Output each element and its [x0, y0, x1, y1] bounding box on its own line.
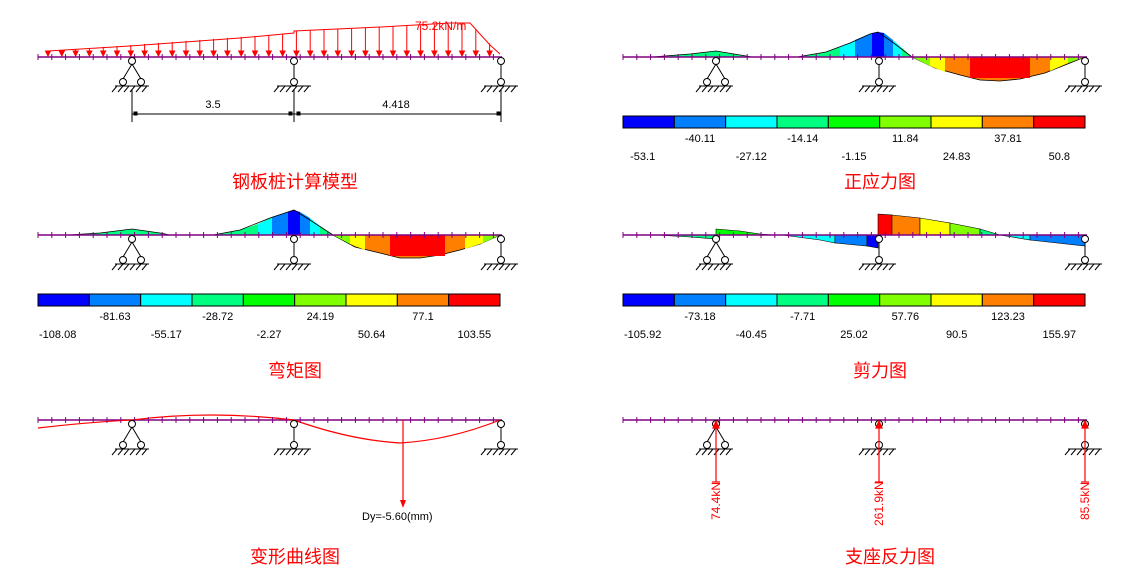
legend-lower-label: -27.12 [736, 151, 767, 163]
span-2-label: 4.418 [382, 99, 410, 111]
legend-lower-label: 90.5 [946, 329, 967, 341]
legend-lower-label: -2.27 [256, 329, 281, 341]
reaction-1-label: 74.4kN [709, 482, 723, 520]
legend-lower-label: -105.92 [624, 329, 661, 341]
legend-upper-label: -40.11 [685, 133, 715, 145]
supports [37, 232, 518, 271]
legend-swatch [1033, 115, 1086, 129]
color-legend: -40.11 -14.14 11.84 37.81 -53.1 -27.12 -1.15 24… [622, 115, 1086, 163]
pin-support-icon [111, 420, 149, 456]
span-1-label: 3.5 [205, 99, 220, 111]
roller-support-icon [480, 420, 518, 456]
roller-support-icon [1064, 57, 1102, 93]
pin-support-icon [695, 57, 733, 93]
roller-support-icon [858, 235, 896, 271]
legend-upper-label: 11.84 [892, 133, 919, 145]
legend-lower-label: -1.15 [841, 151, 866, 163]
legend-upper-label: 24.19 [307, 311, 335, 323]
legend-lower-label: -40.45 [736, 329, 767, 341]
moment-title: 弯矩图 [268, 361, 322, 382]
legend-upper-label: -28.72 [202, 311, 233, 323]
reaction-2-label: 261.9kN [872, 481, 886, 526]
supports [37, 54, 518, 93]
shear-title: 剪力图 [853, 361, 907, 382]
legend-upper-label: -73.18 [684, 311, 715, 323]
legend-lower-label: -53.1 [630, 151, 655, 163]
normal-stress-diagram: -40.11 -14.14 11.84 37.81 -53.1 -27.12 -1.15 24… [622, 31, 1102, 163]
pin-support-icon [111, 57, 149, 93]
dimension-lines [131, 90, 502, 122]
normal-stress-panel: -40.11 -14.14 11.84 37.81 -53.1 -27.12 -1.15 24… [0, 0, 1129, 200]
reactions-title: 支座反力图 [845, 547, 935, 568]
legend-lower-label: 50.8 [1049, 151, 1070, 163]
moment-panel: -81.63 -28.72 24.19 77.1 -108.08 -55.17 -2.27 5… [37, 209, 518, 382]
reaction-3-label: 85.5kN [1078, 482, 1092, 520]
legend-swatch [448, 293, 501, 307]
color-legend: -81.63 -28.72 24.19 77.1 -108.08 -55.17 -2.27 5… [37, 293, 501, 341]
legend-upper-label: 37.81 [994, 133, 1022, 145]
roller-support-icon [858, 57, 896, 93]
legend-lower-label: -108.08 [39, 329, 76, 341]
reaction-arrows [712, 419, 1089, 483]
roller-support-icon [273, 420, 311, 456]
legend-upper-label: -81.63 [99, 311, 130, 323]
model-panel: 3.5 4.418 75.2kN/m 钢板桩计算模型 [0, 0, 560, 200]
supports [622, 232, 1102, 271]
legend-upper-label: 57.76 [892, 311, 920, 323]
legend-lower-label: 25.02 [840, 329, 868, 341]
legend-lower-label: 50.64 [358, 329, 386, 341]
pin-support-icon [111, 235, 149, 271]
legend-lower-label: 24.83 [943, 151, 971, 163]
load-label: 75.2kN/m [415, 19, 466, 33]
load-arrows [44, 23, 493, 58]
model-diagram: 3.5 4.418 75.2kN/m [37, 19, 518, 122]
legend-upper-label: -7.71 [790, 311, 815, 323]
color-legend: -73.18 -7.71 57.76 123.23 -105.92 -40.45 25.02… [622, 293, 1086, 341]
moment-diagram: -81.63 -28.72 24.19 77.1 -108.08 -55.17 -2.27 5… [37, 209, 518, 341]
deflection-curve [37, 414, 501, 444]
legend-upper-label: 123.23 [991, 311, 1025, 323]
legend-upper-label: 77.1 [412, 311, 433, 323]
roller-support-icon [273, 235, 311, 271]
load-outline [47, 22, 501, 55]
supports [622, 54, 1102, 93]
legend-lower-label: 103.55 [458, 329, 492, 341]
shear-diagram: -73.18 -7.71 57.76 123.23 -105.92 -40.45 25.02… [622, 213, 1102, 341]
roller-support-icon [273, 57, 311, 93]
roller-support-icon [1064, 235, 1102, 271]
supports [37, 417, 518, 456]
pin-support-icon [695, 235, 733, 271]
max-deflection-label: Dy=-5.60(mm) [362, 511, 433, 523]
roller-support-icon [480, 57, 518, 93]
legend-upper-label: -14.14 [787, 133, 818, 145]
model-title: 钢板桩计算模型 [232, 172, 358, 193]
deflection-title: 变形曲线图 [250, 547, 340, 568]
roller-support-icon [480, 235, 518, 271]
normal-stress-title: 正应力图 [844, 172, 916, 193]
legend-lower-label: 155.97 [1043, 329, 1077, 341]
shear-panel: -73.18 -7.71 57.76 123.23 -105.92 -40.45 25.02… [622, 213, 1102, 382]
legend-swatch [1033, 293, 1086, 307]
supports [622, 417, 1102, 456]
legend-lower-label: -55.17 [151, 329, 182, 341]
